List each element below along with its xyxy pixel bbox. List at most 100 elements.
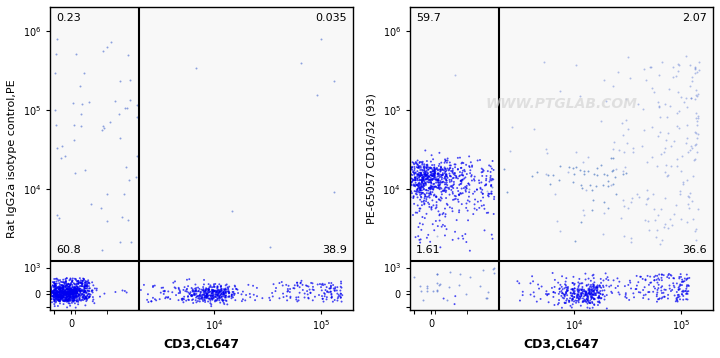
- Point: [66, 296, 77, 302]
- Point: [603, 184, 614, 189]
- Point: [641, 159, 652, 165]
- Point: [60, 290, 71, 296]
- Point: [649, 217, 661, 223]
- Point: [206, 296, 217, 301]
- Point: [63, 277, 75, 283]
- Point: [597, 288, 608, 294]
- Point: [73, 286, 85, 291]
- Point: [582, 294, 594, 300]
- X-axis label: CD3,CL647: CD3,CL647: [523, 338, 600, 351]
- Point: [479, 228, 490, 233]
- Point: [65, 290, 76, 296]
- Point: [230, 286, 242, 292]
- Point: [73, 288, 84, 294]
- Point: [214, 287, 225, 293]
- Point: [432, 182, 444, 188]
- Point: [181, 287, 192, 292]
- Point: [413, 170, 425, 176]
- Point: [81, 279, 92, 284]
- Point: [412, 162, 423, 168]
- Point: [77, 288, 89, 294]
- Point: [50, 297, 62, 303]
- Point: [222, 287, 234, 292]
- Point: [416, 190, 428, 196]
- Point: [679, 278, 690, 284]
- Point: [466, 178, 477, 183]
- Point: [62, 289, 73, 295]
- Point: [593, 294, 605, 300]
- Point: [67, 290, 78, 296]
- Point: [84, 288, 95, 294]
- Point: [55, 296, 67, 301]
- Point: [580, 291, 592, 296]
- Point: [187, 289, 199, 295]
- Point: [418, 202, 430, 207]
- Point: [640, 77, 652, 83]
- Point: [62, 285, 73, 291]
- Point: [428, 187, 439, 193]
- Point: [45, 292, 57, 298]
- Point: [54, 294, 66, 299]
- Point: [58, 282, 69, 288]
- Point: [60, 292, 71, 297]
- Point: [142, 291, 153, 297]
- Point: [45, 289, 56, 295]
- Point: [455, 178, 467, 184]
- Point: [625, 199, 636, 205]
- Point: [565, 293, 577, 299]
- Point: [472, 199, 484, 204]
- Point: [433, 177, 444, 183]
- Point: [81, 298, 92, 304]
- Point: [207, 290, 218, 296]
- Point: [428, 156, 439, 162]
- Point: [58, 289, 69, 295]
- Point: [419, 171, 431, 177]
- Point: [445, 269, 456, 275]
- Point: [50, 292, 61, 298]
- Point: [208, 288, 220, 294]
- Point: [467, 163, 478, 168]
- Point: [667, 275, 679, 281]
- Point: [117, 287, 128, 293]
- Point: [560, 291, 572, 297]
- Point: [59, 283, 71, 289]
- Point: [449, 293, 461, 299]
- Point: [428, 176, 439, 182]
- Point: [203, 287, 215, 292]
- Point: [75, 288, 86, 294]
- Point: [692, 113, 703, 118]
- Point: [512, 279, 523, 284]
- Point: [67, 296, 78, 301]
- Point: [554, 282, 566, 288]
- Point: [70, 290, 81, 296]
- Point: [174, 289, 186, 294]
- Point: [632, 101, 644, 107]
- Point: [426, 166, 438, 172]
- Point: [539, 59, 550, 65]
- Point: [659, 195, 670, 201]
- Point: [671, 297, 683, 303]
- Point: [407, 159, 418, 165]
- Point: [414, 183, 426, 189]
- Point: [423, 179, 435, 185]
- Point: [76, 280, 87, 286]
- Point: [96, 127, 107, 133]
- Point: [84, 294, 95, 299]
- Point: [404, 163, 415, 169]
- Point: [55, 284, 67, 290]
- Point: [547, 173, 559, 178]
- Point: [570, 149, 582, 154]
- Point: [179, 284, 190, 290]
- Point: [58, 280, 70, 286]
- Point: [410, 180, 421, 186]
- Point: [81, 290, 92, 295]
- Point: [207, 288, 219, 294]
- Point: [595, 295, 607, 301]
- Point: [54, 296, 66, 302]
- Point: [586, 286, 598, 292]
- Point: [220, 287, 231, 293]
- Point: [214, 288, 225, 294]
- Point: [35, 295, 46, 300]
- Point: [618, 203, 630, 208]
- Point: [53, 297, 64, 303]
